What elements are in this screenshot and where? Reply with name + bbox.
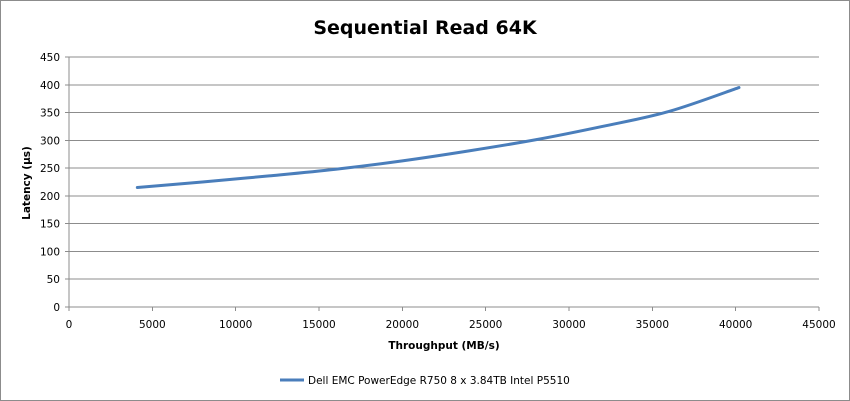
y-tick-label: 0	[53, 302, 60, 314]
x-tick-label: 25000	[469, 319, 502, 331]
legend: Dell EMC PowerEdge R750 8 x 3.84TB Intel…	[280, 375, 570, 387]
y-tick-label: 350	[40, 108, 60, 120]
y-tick-label: 50	[47, 274, 60, 286]
y-tick-label: 250	[40, 163, 60, 175]
axes	[65, 56, 820, 311]
x-tick-label: 20000	[386, 319, 419, 331]
y-tick-label: 150	[40, 219, 60, 231]
chart-title: Sequential Read 64K	[313, 17, 538, 39]
x-tick-label: 40000	[719, 319, 752, 331]
x-tick-label: 5000	[139, 319, 166, 331]
x-axis-title: Throughput (MB/s)	[388, 340, 499, 352]
y-tick-label: 200	[40, 191, 60, 203]
series-layer	[135, 86, 741, 190]
y-tick-label: 400	[40, 80, 60, 92]
y-tick-label: 100	[40, 246, 60, 258]
y-tick-label: 450	[40, 52, 60, 64]
x-tick-label: 35000	[636, 319, 669, 331]
x-tick-label: 45000	[802, 319, 835, 331]
x-tick-label: 0	[66, 319, 73, 331]
gridlines	[69, 56, 819, 280]
tick-labels: 0 50 100 150 200 250 300 350 400 450 0 5000 10000 150…	[40, 52, 836, 331]
x-tick-label: 15000	[302, 319, 335, 331]
x-tick-label: 30000	[552, 319, 585, 331]
series-line	[135, 86, 741, 190]
legend-label: Dell EMC PowerEdge R750 8 x 3.84TB Intel…	[308, 375, 570, 387]
x-tick-label: 10000	[219, 319, 252, 331]
y-axis-title: Latency (µs)	[21, 146, 33, 220]
y-tick-label: 300	[40, 135, 60, 147]
